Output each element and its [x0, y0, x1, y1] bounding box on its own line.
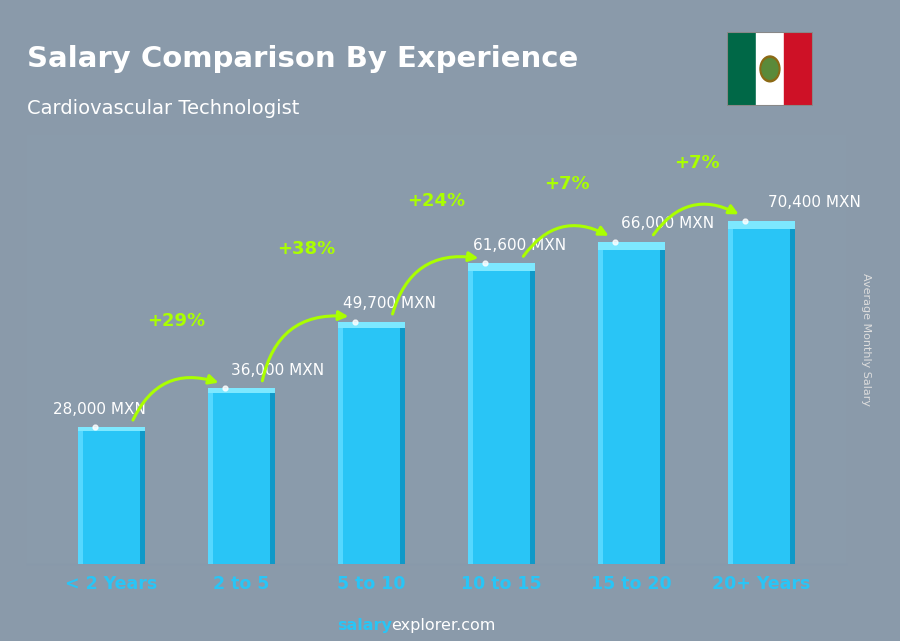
- Bar: [468, 263, 536, 271]
- Bar: [727, 32, 756, 106]
- Text: Cardiovascular Technologist: Cardiovascular Technologist: [27, 99, 300, 119]
- Bar: [77, 428, 83, 564]
- Bar: [598, 242, 603, 564]
- FancyArrowPatch shape: [262, 312, 345, 381]
- Bar: [660, 242, 665, 564]
- Text: 61,600 MXN: 61,600 MXN: [472, 238, 566, 253]
- FancyArrowPatch shape: [524, 226, 606, 256]
- Bar: [728, 221, 733, 564]
- Text: explorer.com: explorer.com: [392, 618, 496, 633]
- Bar: [140, 428, 145, 564]
- Text: +24%: +24%: [408, 192, 465, 210]
- Bar: [784, 32, 813, 106]
- Text: +38%: +38%: [277, 240, 336, 258]
- Text: +7%: +7%: [674, 154, 719, 172]
- FancyBboxPatch shape: [598, 242, 665, 564]
- Text: +29%: +29%: [148, 312, 205, 330]
- FancyBboxPatch shape: [338, 322, 405, 564]
- FancyArrowPatch shape: [653, 204, 735, 235]
- Bar: [400, 322, 405, 564]
- Bar: [756, 32, 784, 106]
- Bar: [338, 322, 405, 328]
- FancyBboxPatch shape: [77, 428, 145, 564]
- FancyBboxPatch shape: [208, 388, 275, 564]
- Circle shape: [762, 58, 778, 79]
- FancyBboxPatch shape: [468, 263, 536, 564]
- Bar: [338, 322, 343, 564]
- FancyArrowPatch shape: [133, 376, 215, 420]
- Bar: [790, 221, 796, 564]
- Text: 36,000 MXN: 36,000 MXN: [231, 363, 324, 378]
- Bar: [77, 428, 145, 431]
- Bar: [208, 388, 213, 564]
- Bar: [468, 263, 473, 564]
- Text: 28,000 MXN: 28,000 MXN: [53, 402, 146, 417]
- Text: Average Monthly Salary: Average Monthly Salary: [860, 273, 871, 406]
- Text: Salary Comparison By Experience: Salary Comparison By Experience: [27, 45, 578, 73]
- Text: 70,400 MXN: 70,400 MXN: [768, 195, 861, 210]
- FancyBboxPatch shape: [728, 221, 796, 564]
- Circle shape: [760, 56, 780, 82]
- FancyArrowPatch shape: [392, 253, 475, 314]
- Bar: [270, 388, 275, 564]
- Bar: [728, 221, 796, 229]
- Text: salary: salary: [337, 618, 392, 633]
- Text: 66,000 MXN: 66,000 MXN: [621, 216, 715, 231]
- Text: 49,700 MXN: 49,700 MXN: [343, 296, 436, 311]
- Bar: [208, 388, 275, 393]
- Text: +7%: +7%: [544, 175, 590, 193]
- Bar: [530, 263, 536, 564]
- Bar: [598, 242, 665, 250]
